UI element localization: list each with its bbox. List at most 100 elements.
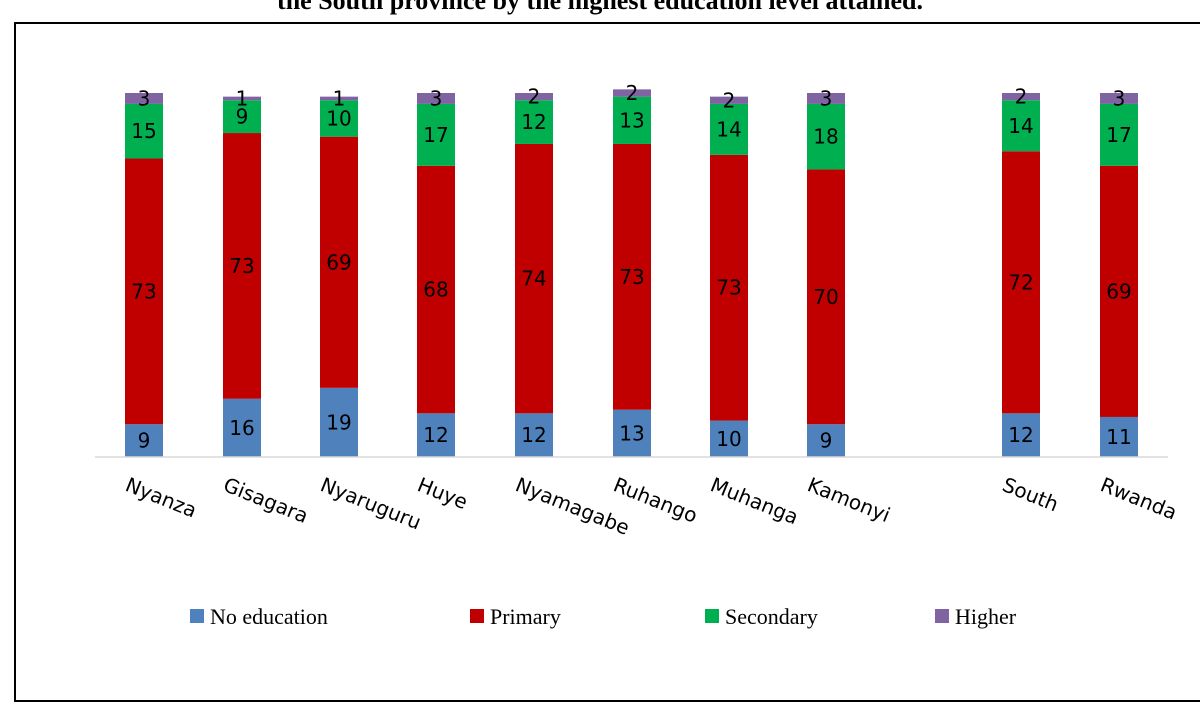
data-label: 13 <box>619 108 644 132</box>
bar-segment-secondary-rwanda <box>1100 103 1138 166</box>
data-label: 14 <box>1008 114 1033 138</box>
bar-segment-no-education-nyanza <box>125 424 163 457</box>
bar-segment-primary-huye <box>417 165 455 414</box>
category-label: Nyaruguru <box>317 472 424 534</box>
legend-label: Primary <box>490 604 561 629</box>
data-label: 2 <box>528 85 541 109</box>
bar-segment-secondary-gisagara <box>223 100 261 134</box>
data-label: 70 <box>813 285 838 309</box>
bar-segment-no-education-nyaruguru <box>320 387 358 457</box>
bar-segment-primary-muhanga <box>710 154 748 421</box>
bar-segment-secondary-ruhango <box>613 96 651 144</box>
bars-layer <box>125 89 1138 457</box>
legend-label: Secondary <box>725 604 818 629</box>
data-label: 9 <box>236 105 249 129</box>
bar-segment-no-education-huye <box>417 413 455 457</box>
bar-segment-higher-nyaruguru <box>320 96 358 101</box>
data-label: 73 <box>229 254 254 278</box>
data-label: 10 <box>326 106 351 130</box>
data-label: 2 <box>1015 85 1028 109</box>
category-label: Huye <box>414 472 471 514</box>
bar-segment-secondary-nyanza <box>125 103 163 159</box>
data-label: 12 <box>521 110 546 134</box>
data-label: 18 <box>813 125 838 149</box>
chart-title: the South province by the highest educat… <box>277 0 923 15</box>
bar-segment-primary-rwanda <box>1100 165 1138 417</box>
bar-segment-higher-kamonyi <box>807 93 845 104</box>
category-label: Muhanga <box>707 472 802 529</box>
data-label: 12 <box>1008 423 1033 447</box>
bar-segment-higher-nyanza <box>125 93 163 104</box>
bar-segment-no-education-gisagara <box>223 398 261 457</box>
category-label: Kamonyi <box>804 472 893 527</box>
data-labels-layer: 9731531673911969101126817312741221373132… <box>131 81 1131 453</box>
data-label: 2 <box>723 88 736 112</box>
category-label: Rwanda <box>1097 472 1180 524</box>
data-label: 1 <box>333 86 346 110</box>
data-label: 9 <box>820 429 833 453</box>
legend-swatch <box>190 609 204 623</box>
bar-segment-primary-nyanza <box>125 158 163 425</box>
bar-segment-higher-gisagara <box>223 96 261 101</box>
bar-segment-no-education-nyamagabe <box>515 413 553 457</box>
bar-segment-primary-gisagara <box>223 133 261 399</box>
bar-segment-no-education-muhanga <box>710 420 748 457</box>
bar-segment-primary-kamonyi <box>807 169 845 425</box>
legend-swatch <box>935 609 949 623</box>
data-label: 10 <box>716 427 741 451</box>
bar-segment-secondary-nyaruguru <box>320 100 358 137</box>
data-label: 72 <box>1008 270 1033 294</box>
data-label: 3 <box>430 86 443 110</box>
data-label: 73 <box>716 276 741 300</box>
data-label: 69 <box>326 250 351 274</box>
category-label: South <box>999 472 1062 516</box>
legend-swatch <box>470 609 484 623</box>
data-label: 19 <box>326 410 351 434</box>
data-label: 3 <box>138 86 151 110</box>
bar-segment-primary-south <box>1002 151 1040 414</box>
data-label: 3 <box>1113 86 1126 110</box>
legend: No education Primary Secondary Higher <box>190 604 1017 629</box>
bar-segment-secondary-south <box>1002 100 1040 152</box>
stacked-bar-chart: 9731531673911969101126817312741221373132… <box>95 81 1180 629</box>
category-label: Nyanza <box>122 472 200 522</box>
legend-label: No education <box>210 604 328 629</box>
data-label: 12 <box>521 423 546 447</box>
data-label: 3 <box>820 86 833 110</box>
bar-segment-secondary-kamonyi <box>807 103 845 170</box>
legend-swatch <box>705 609 719 623</box>
bar-segment-higher-nyamagabe <box>515 93 553 101</box>
data-label: 9 <box>138 429 151 453</box>
data-label: 1 <box>236 86 249 110</box>
bar-segment-no-education-kamonyi <box>807 424 845 457</box>
data-label: 74 <box>521 267 546 291</box>
data-label: 68 <box>423 278 448 302</box>
bar-segment-secondary-muhanga <box>710 103 748 155</box>
data-label: 73 <box>619 265 644 289</box>
data-label: 2 <box>626 81 639 105</box>
bar-segment-higher-ruhango <box>613 89 651 97</box>
data-label: 15 <box>131 119 156 143</box>
bar-segment-no-education-south <box>1002 413 1040 457</box>
category-label: Gisagara <box>220 472 312 528</box>
data-label: 16 <box>229 416 254 440</box>
bar-segment-primary-ruhango <box>613 143 651 410</box>
data-label: 12 <box>423 423 448 447</box>
bar-segment-no-education-ruhango <box>613 409 651 457</box>
bar-segment-higher-muhanga <box>710 96 748 104</box>
bar-segment-higher-rwanda <box>1100 93 1138 104</box>
legend-label: Higher <box>955 604 1017 629</box>
data-label: 69 <box>1106 279 1131 303</box>
bar-segment-primary-nyamagabe <box>515 143 553 414</box>
data-label: 11 <box>1106 425 1131 449</box>
data-label: 14 <box>716 117 741 141</box>
bar-segment-secondary-nyamagabe <box>515 100 553 144</box>
bar-segment-secondary-huye <box>417 103 455 166</box>
bar-segment-no-education-rwanda <box>1100 416 1138 457</box>
bar-segment-higher-south <box>1002 93 1040 101</box>
bar-segment-primary-nyaruguru <box>320 136 358 388</box>
bar-segment-higher-huye <box>417 93 455 104</box>
data-label: 17 <box>1106 123 1131 147</box>
data-label: 13 <box>619 421 644 445</box>
